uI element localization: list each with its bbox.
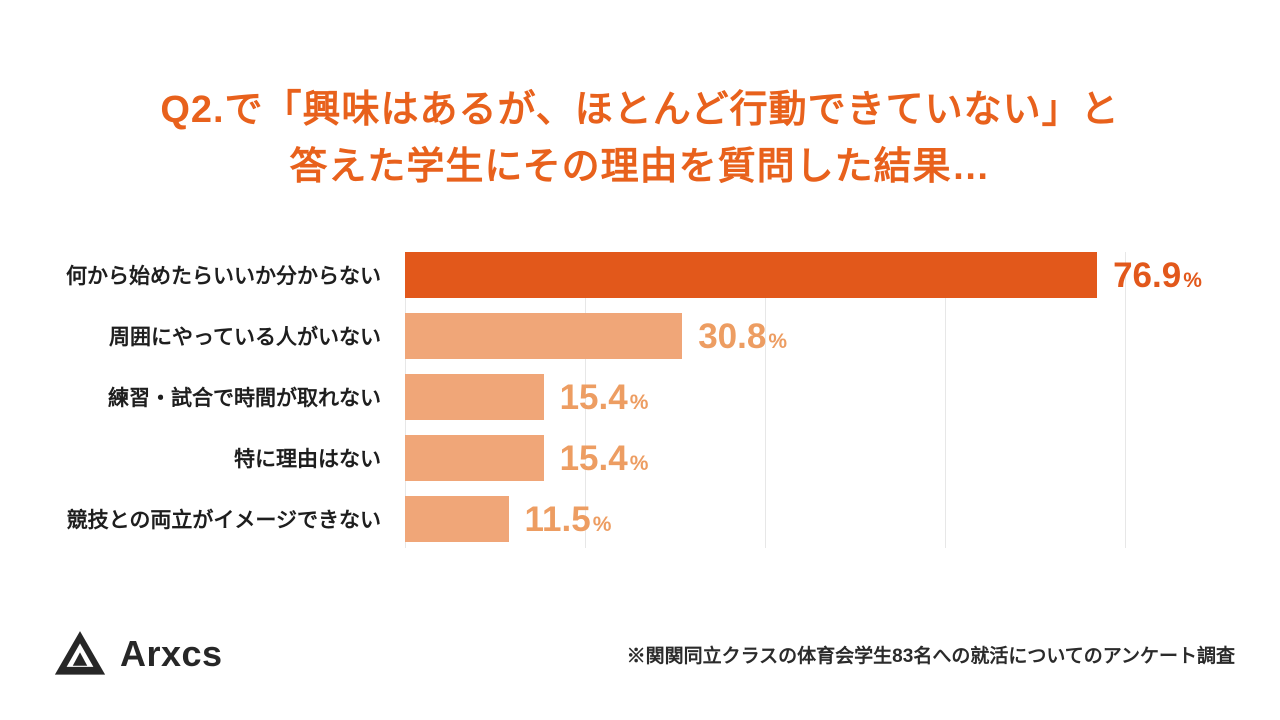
bar-track: 15.4% bbox=[405, 435, 1125, 481]
survey-note: ※関関同立クラスの体育会学生83名への就活についてのアンケート調査 bbox=[626, 646, 1235, 667]
bar bbox=[405, 313, 683, 359]
bar-track: 76.9% bbox=[405, 252, 1202, 298]
brand-logo: Arxcs bbox=[52, 630, 223, 678]
bar-value-label: 76.9% bbox=[1113, 258, 1202, 293]
bar-value-unit: % bbox=[768, 329, 787, 353]
chart-title-line1: Q2.で「興味はあるが、ほとんど行動できていない」と bbox=[160, 89, 1120, 131]
bar-track: 11.5% bbox=[405, 496, 1125, 542]
bar-value-number: 30.8 bbox=[698, 316, 767, 356]
bar-value-label: 30.8% bbox=[698, 319, 787, 354]
bar-row: 競技との両立がイメージできない 11.5% bbox=[0, 496, 1280, 542]
bar bbox=[405, 435, 544, 481]
gridline bbox=[585, 252, 586, 548]
bar-value-number: 11.5 bbox=[524, 499, 591, 539]
category-label: 特に理由はない bbox=[234, 448, 381, 471]
chart-title: Q2.で「興味はあるが、ほとんど行動できていない」と 答えた学生にその理由を質問… bbox=[0, 82, 1280, 196]
category-label: 練習・試合で時間が取れない bbox=[108, 387, 381, 410]
bar-row: 練習・試合で時間が取れない 15.4% bbox=[0, 374, 1280, 420]
bar-row: 特に理由はない 15.4% bbox=[0, 435, 1280, 481]
bar-track: 15.4% bbox=[405, 374, 1125, 420]
bar-track: 30.8% bbox=[405, 313, 1125, 359]
gridline bbox=[765, 252, 766, 548]
bar-chart: 何から始めたらいいか分からない 76.9% 周囲にやっている人がいない 30.8% 練習… bbox=[0, 252, 1280, 552]
bar-value-number: 76.9 bbox=[1113, 255, 1182, 295]
bar-value-label: 11.5% bbox=[525, 502, 612, 537]
category-label: 競技との両立がイメージできない bbox=[66, 509, 381, 532]
category-label: 周囲にやっている人がいない bbox=[109, 326, 381, 349]
bar-value-label: 15.4% bbox=[560, 441, 649, 476]
bar bbox=[405, 374, 544, 420]
gridline bbox=[945, 252, 946, 548]
bar-value-unit: % bbox=[629, 451, 649, 475]
category-label: 何から始めたらいいか分からない bbox=[66, 265, 381, 288]
bar-value-number: 15.4 bbox=[559, 377, 628, 417]
arxcs-triangle-logo-icon bbox=[54, 631, 106, 675]
bar-value-unit: % bbox=[1183, 268, 1202, 292]
bar-value-number: 15.4 bbox=[559, 438, 628, 478]
gridline bbox=[1125, 252, 1126, 548]
bar bbox=[405, 252, 1098, 298]
bar-value-unit: % bbox=[592, 512, 612, 536]
bar-row: 周囲にやっている人がいない 30.8% bbox=[0, 313, 1280, 359]
brand-name: Arxcs bbox=[120, 633, 223, 674]
chart-title-line2: 答えた学生にその理由を質問した結果… bbox=[289, 146, 991, 188]
bar-row: 何から始めたらいいか分からない 76.9% bbox=[0, 252, 1280, 298]
chart-rows: 何から始めたらいいか分からない 76.9% 周囲にやっている人がいない 30.8% 練習… bbox=[0, 252, 1280, 542]
bar-value-unit: % bbox=[629, 390, 649, 414]
bar bbox=[405, 496, 509, 542]
bar-value-label: 15.4% bbox=[560, 380, 649, 415]
